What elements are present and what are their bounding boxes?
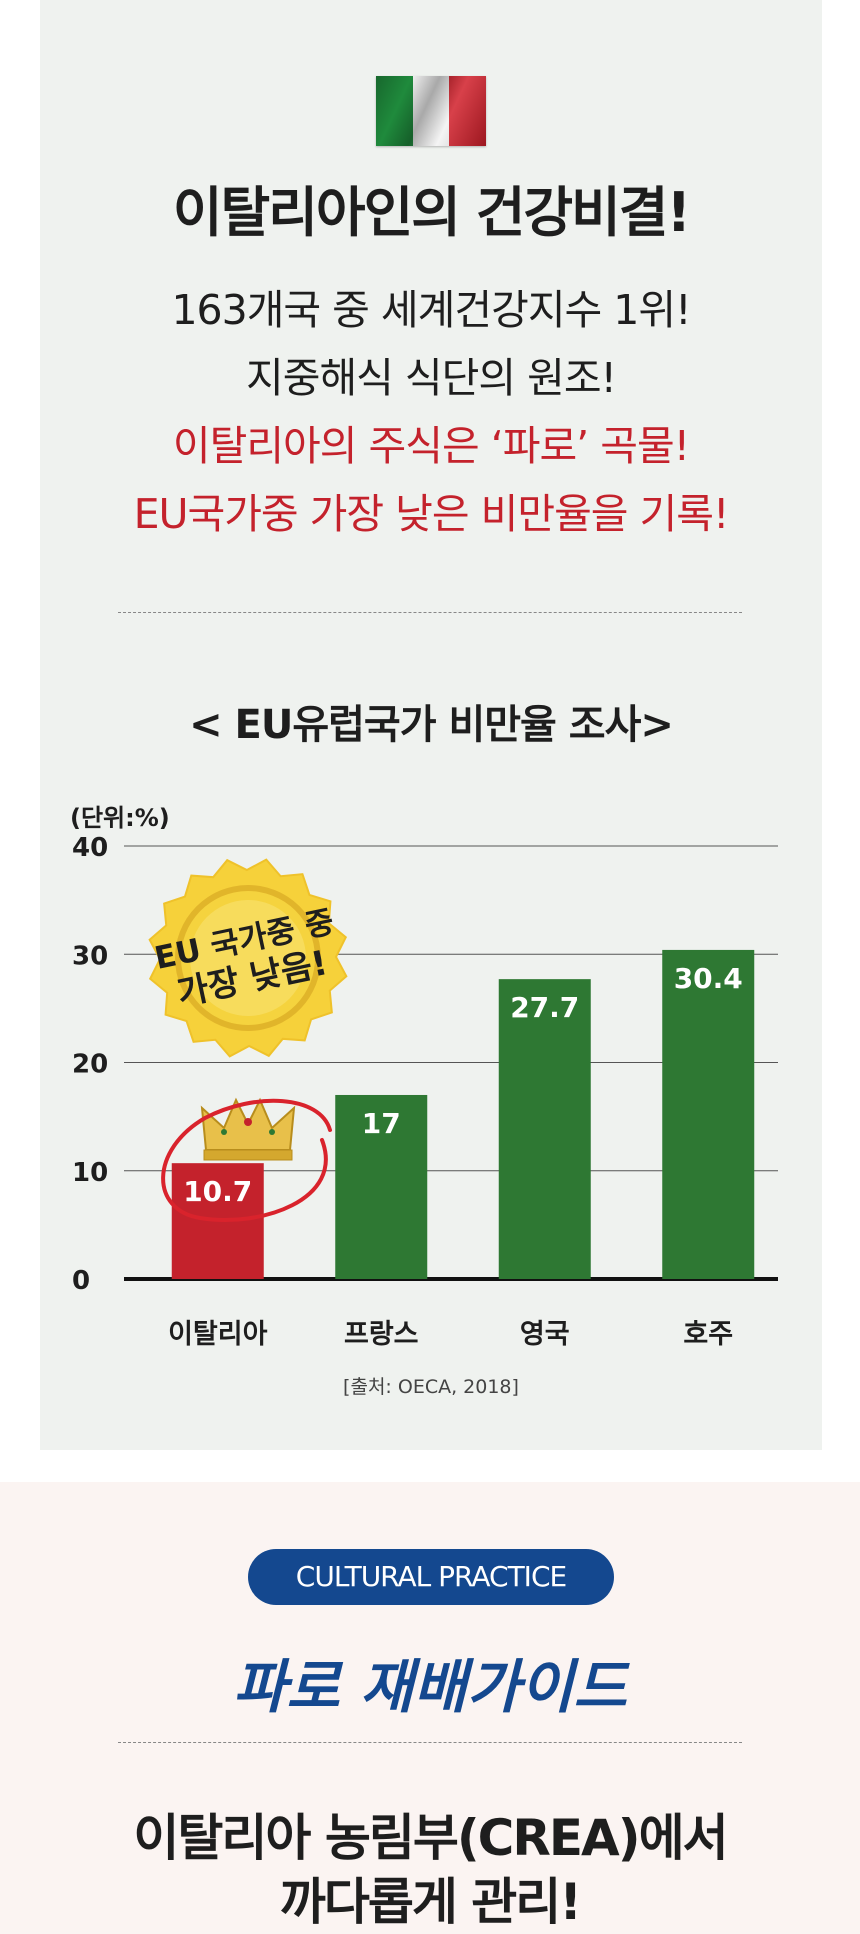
italy-flag-icon [376,76,486,146]
headline-line-2: 지중해식 식단의 원조! [246,354,617,402]
headline-line-1: 163개국 중 세계건강지수 1위! [171,286,691,334]
unit-label: (단위:%) [70,804,170,832]
highlight-circle [161,1098,332,1222]
y-tick-label: 30 [72,941,108,971]
y-tick-label: 10 [72,1158,108,1188]
headline-line-3: 이탈리아의 주식은 ‘파로’ 곡물! [172,422,690,470]
lowest-badge: EU 국가중 중 가장 낮음! [148,858,348,1058]
bar [498,979,591,1279]
flag-red [449,76,486,146]
flag-green [376,76,413,146]
y-tick-label: 20 [72,1050,108,1080]
flag-shade [376,76,486,146]
cultural-practice-pill: CULTURAL PRACTICE [248,1549,614,1605]
y-tick-label: 40 [72,833,108,863]
bottom-title-line-1: 이탈리아 농림부(CREA)에서 [133,1809,728,1867]
x-category-label: 영국 [520,1319,570,1350]
bar-value-label: 17 [362,1107,401,1140]
chart-source: [출처: OECA, 2018] [343,1376,519,1398]
divider-top [118,612,742,613]
x-category-label: 이탈리아 [168,1319,268,1350]
guide-title: 파로 재배가이드 [233,1653,627,1721]
bar-value-label: 30.4 [674,962,743,995]
crown-icon [200,1097,296,1161]
bar [662,949,755,1279]
obesity-bar-chart: 0 10 20 30 40 10.7 이탈리아 17 프랑스 27.7 영국 30.4 호주 EU 국… [72,833,778,1350]
headline-line-4: EU국가중 가장 낮은 비만율을 기록! [133,490,730,538]
bar [335,1094,428,1279]
chart-title: < EU유럽국가 비만율 조사> [189,702,674,748]
flag-white [412,76,450,146]
divider-bottom [118,1742,742,1743]
badge-inner [190,900,306,1016]
bar-value-label: 27.7 [510,991,579,1024]
x-category-label: 호주 [683,1319,733,1350]
x-category-label: 프랑스 [344,1319,419,1350]
bar-value-label: 10.7 [183,1175,252,1208]
bottom-title-line-2: 까다롭게 관리! [279,1873,582,1931]
y-tick-label: 0 [72,1266,90,1296]
main-title: 이탈리아인의 건강비결! [172,181,691,244]
